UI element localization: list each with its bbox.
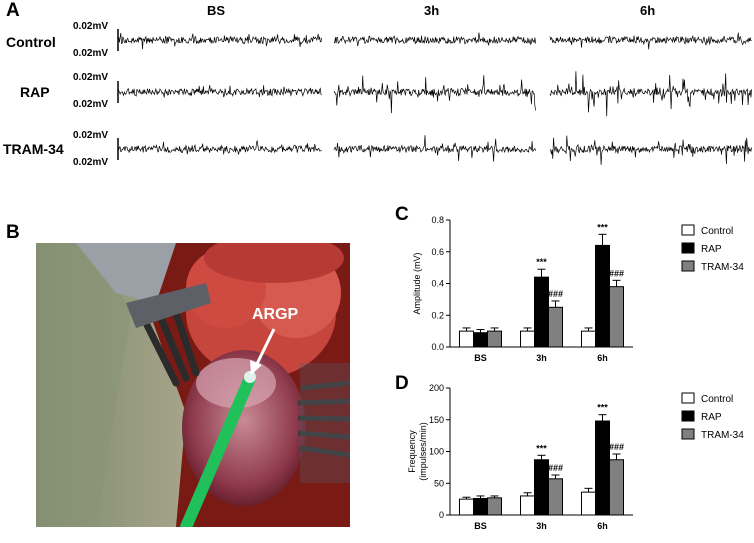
surgical-photo: ARGP bbox=[36, 243, 350, 527]
scale-bottom-rap: 0.02mV bbox=[73, 99, 109, 110]
scale-top-control: 0.02mV bbox=[73, 21, 109, 32]
amplitude-chart: Amplitude (mV) 0.0 0.2 0.4 0.6 0.8 BS *** ### 3h *… bbox=[412, 215, 744, 363]
trace-control-3h bbox=[333, 32, 536, 47]
frequency-y-tick-label: 50 bbox=[434, 478, 444, 488]
amplitude-bar-rap-bs bbox=[473, 332, 488, 348]
frequency-legend-label: Control bbox=[701, 394, 733, 405]
amplitude-y-axis-label: Amplitude (mV) bbox=[412, 252, 422, 314]
frequency-significance-mark: ### bbox=[609, 442, 624, 452]
amplitude-legend-label: RAP bbox=[701, 244, 722, 255]
trace-tram-34-3h bbox=[333, 135, 536, 162]
frequency-significance-mark: *** bbox=[597, 403, 608, 413]
frequency-y-axis-label: Frequency(impulses/min) bbox=[407, 422, 428, 481]
trace-rap-bs bbox=[117, 85, 322, 98]
frequency-bar-tram-34-3h bbox=[548, 478, 563, 516]
frequency-y-tick-label: 150 bbox=[429, 415, 444, 425]
scale-bottom-control: 0.02mV bbox=[73, 48, 109, 59]
frequency-legend-swatch bbox=[681, 392, 695, 404]
scale-top-rap: 0.02mV bbox=[73, 72, 109, 83]
column-title-3h: 3h bbox=[424, 3, 440, 18]
frequency-y-tick-label: 0 bbox=[439, 510, 444, 520]
frequency-bar-tram-34-bs bbox=[487, 497, 502, 516]
column-title-6h: 6h bbox=[640, 3, 656, 18]
amplitude-bar-control-6h bbox=[581, 330, 596, 348]
amplitude-bar-tram-34-3h bbox=[548, 306, 563, 348]
trace-rap-6h bbox=[549, 71, 752, 117]
amplitude-legend-label: Control bbox=[701, 226, 733, 237]
scale-bottom-tram34: 0.02mV bbox=[73, 157, 109, 168]
frequency-bar-rap-3h bbox=[534, 459, 549, 516]
amplitude-significance-mark: ### bbox=[548, 289, 563, 299]
frequency-legend-label: RAP bbox=[701, 412, 722, 423]
frequency-category-label: BS bbox=[474, 521, 487, 531]
frequency-category-label: 3h bbox=[536, 521, 547, 531]
row-label-rap: RAP bbox=[20, 84, 50, 100]
amplitude-significance-mark: *** bbox=[597, 222, 608, 232]
amplitude-y-tick-label: 0.6 bbox=[431, 247, 444, 257]
frequency-chart: Frequency(impulses/min) 0 50 100 150 200 BS ***… bbox=[407, 383, 744, 531]
amplitude-significance-mark: ### bbox=[609, 268, 624, 278]
panel-c-label: C bbox=[395, 204, 409, 225]
panel-b-label: B bbox=[6, 222, 20, 243]
amplitude-bar-control-3h bbox=[520, 330, 535, 348]
amplitude-bar-tram-34-bs bbox=[487, 330, 502, 348]
amplitude-y-tick-label: 0.8 bbox=[431, 215, 444, 225]
amplitude-legend-label: TRAM-34 bbox=[701, 262, 744, 273]
amplitude-bar-rap-6h bbox=[595, 244, 610, 348]
trace-control-bs bbox=[117, 32, 323, 50]
frequency-bar-control-3h bbox=[520, 495, 535, 516]
row-label-tram34: TRAM-34 bbox=[3, 141, 64, 157]
amplitude-bar-rap-3h bbox=[534, 276, 549, 348]
frequency-y-tick-label: 200 bbox=[429, 383, 444, 393]
amplitude-legend-swatch bbox=[681, 242, 695, 254]
argp-arrow bbox=[250, 328, 276, 375]
nerve-activity-traces bbox=[117, 29, 752, 165]
amplitude-category-label: 6h bbox=[597, 353, 608, 363]
frequency-legend-swatch bbox=[681, 410, 695, 422]
frequency-legend-label: TRAM-34 bbox=[701, 430, 744, 441]
amplitude-category-label: BS bbox=[474, 353, 487, 363]
trace-control-6h bbox=[549, 32, 752, 50]
column-title-bs: BS bbox=[207, 3, 226, 18]
amplitude-legend-swatch bbox=[681, 224, 695, 236]
scale-top-tram34: 0.02mV bbox=[73, 130, 109, 141]
trace-tram-34-6h bbox=[549, 135, 752, 165]
amplitude-significance-mark: *** bbox=[536, 257, 547, 267]
panel-d-label: D bbox=[395, 373, 409, 394]
amplitude-y-tick-label: 0.4 bbox=[431, 279, 444, 289]
trace-rap-3h bbox=[333, 75, 536, 114]
frequency-legend-swatch bbox=[681, 428, 695, 440]
frequency-significance-mark: ### bbox=[548, 463, 563, 473]
frequency-bar-control-bs bbox=[459, 498, 474, 516]
amplitude-bar-control-bs bbox=[459, 330, 474, 348]
frequency-bar-control-6h bbox=[581, 491, 596, 516]
frequency-y-tick-label: 100 bbox=[429, 447, 444, 457]
row-label-control: Control bbox=[6, 34, 56, 50]
frequency-bar-rap-bs bbox=[473, 497, 488, 516]
trace-tram-34-bs bbox=[117, 140, 322, 155]
argp-label: ARGP bbox=[252, 306, 299, 323]
amplitude-y-tick-label: 0.0 bbox=[431, 342, 444, 352]
amplitude-bar-tram-34-6h bbox=[609, 286, 624, 348]
frequency-bar-rap-6h bbox=[595, 420, 610, 516]
frequency-significance-mark: *** bbox=[536, 443, 547, 453]
frequency-bar-tram-34-6h bbox=[609, 459, 624, 516]
frequency-category-label: 6h bbox=[597, 521, 608, 531]
amplitude-legend-swatch bbox=[681, 260, 695, 272]
panel-a-label: A bbox=[6, 0, 20, 21]
amplitude-category-label: 3h bbox=[536, 353, 547, 363]
amplitude-y-tick-label: 0.2 bbox=[431, 310, 444, 320]
